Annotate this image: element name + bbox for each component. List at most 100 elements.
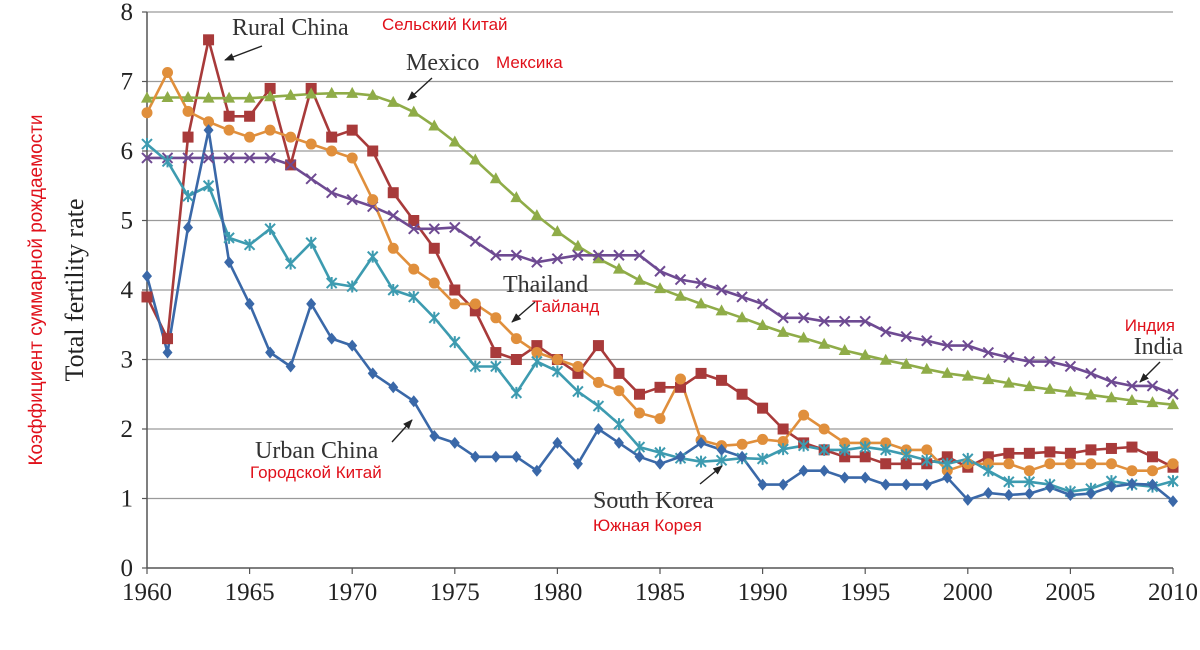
data-point-thailand	[736, 438, 748, 450]
data-point-thailand	[428, 277, 440, 289]
data-point-rural-china	[367, 145, 379, 157]
data-point-south-korea	[387, 284, 399, 296]
data-point-urban-china	[1003, 489, 1014, 502]
data-point-urban-china	[388, 381, 399, 394]
data-point-india	[941, 339, 953, 352]
data-point-mexico	[407, 105, 420, 117]
x-tick-label-1980: 1980	[532, 579, 582, 606]
data-point-south-korea	[921, 454, 933, 467]
data-point-rural-china	[613, 367, 625, 379]
data-point-mexico	[264, 90, 277, 102]
data-point-thailand	[408, 263, 420, 275]
data-point-mexico	[428, 119, 441, 131]
data-point-india	[223, 152, 235, 164]
x-tick-label-1965: 1965	[225, 579, 275, 606]
data-point-thailand	[367, 194, 379, 206]
data-point-thailand	[880, 437, 892, 449]
data-point-south-korea	[367, 250, 379, 263]
data-point-thailand	[326, 145, 338, 157]
data-point-india	[715, 284, 728, 296]
data-point-south-korea	[695, 455, 707, 468]
annotation-arrow-thailand	[511, 301, 536, 323]
data-point-urban-china	[942, 471, 953, 484]
data-point-south-korea	[613, 418, 625, 431]
data-point-rural-china	[1146, 451, 1158, 463]
x-tick-label-2000: 2000	[943, 579, 993, 606]
y-tick-label-5: 5	[121, 208, 134, 235]
data-point-south-korea	[551, 365, 564, 378]
gridlines	[147, 11, 1173, 500]
x-tick-label-2010: 2010	[1148, 579, 1198, 606]
data-point-rural-china	[941, 451, 953, 463]
data-point-rural-china	[510, 354, 522, 365]
data-point-thailand	[551, 354, 563, 365]
data-point-urban-china	[572, 457, 583, 470]
data-point-rural-china	[859, 451, 871, 463]
data-point-thailand	[633, 407, 645, 419]
data-point-rural-china	[736, 388, 748, 400]
y-tick-label-2: 2	[121, 416, 134, 443]
data-point-rural-china	[1023, 447, 1035, 459]
data-point-mexico	[469, 153, 482, 165]
data-point-thailand	[449, 298, 461, 310]
data-point-thailand	[1003, 458, 1015, 470]
data-point-thailand	[264, 124, 276, 136]
data-point-india	[428, 223, 440, 235]
data-point-urban-china	[880, 478, 891, 491]
data-point-thailand	[346, 152, 358, 164]
data-point-rural-china	[346, 124, 358, 136]
data-point-south-korea	[305, 236, 317, 249]
data-point-rural-china	[264, 82, 276, 94]
x-tick-label-1990: 1990	[738, 579, 788, 606]
data-point-urban-china	[716, 443, 727, 456]
data-point-mexico	[920, 362, 933, 374]
data-point-urban-china	[142, 270, 152, 283]
data-point-rural-china	[675, 381, 687, 393]
x-tick-label-1995: 1995	[840, 579, 890, 606]
data-point-south-korea	[880, 443, 892, 456]
data-point-south-korea	[982, 464, 995, 477]
data-point-south-korea	[962, 452, 974, 465]
data-point-india	[1167, 388, 1179, 400]
data-point-urban-china	[183, 221, 194, 234]
data-point-mexico	[818, 337, 831, 349]
x-tick-label-1975: 1975	[430, 579, 480, 606]
y-tick-label-8: 8	[121, 0, 134, 26]
annotation-translation-urban-china: Городской Китай	[250, 463, 382, 482]
data-point-urban-china	[470, 450, 481, 463]
data-point-rural-china	[326, 131, 338, 143]
y-axis-title: Total fertility rate	[60, 199, 89, 382]
data-point-thailand	[839, 437, 851, 449]
data-point-urban-china	[162, 346, 173, 359]
data-point-urban-china	[408, 395, 419, 408]
data-point-rural-china	[654, 381, 666, 393]
data-point-south-korea	[325, 277, 338, 290]
data-point-india	[674, 273, 687, 286]
data-point-rural-china	[162, 333, 174, 345]
data-point-india	[449, 221, 461, 234]
data-point-rural-china	[223, 110, 235, 122]
series-line-india	[147, 156, 1174, 396]
data-point-urban-china	[326, 332, 337, 345]
data-point-mexico	[387, 95, 400, 107]
data-point-mexico	[674, 289, 687, 301]
data-point-rural-china	[900, 458, 912, 470]
data-point-india	[900, 330, 912, 343]
data-point-india	[346, 193, 358, 206]
data-point-mexico	[1167, 398, 1179, 410]
data-point-india	[859, 315, 871, 327]
data-point-india	[1105, 376, 1118, 388]
data-point-south-korea	[1167, 475, 1179, 488]
data-point-urban-china	[347, 339, 358, 352]
data-point-thailand	[510, 333, 522, 345]
data-point-india	[695, 277, 707, 289]
data-point-rural-china	[777, 423, 789, 435]
data-point-south-korea	[182, 190, 194, 203]
data-point-mexico	[859, 348, 872, 360]
y-tick-label-0: 0	[121, 555, 134, 582]
data-point-mexico	[161, 90, 174, 102]
annotation-india: India	[1134, 334, 1184, 360]
data-point-india	[325, 186, 338, 199]
data-point-mexico	[941, 366, 954, 378]
data-point-urban-china	[962, 493, 973, 506]
